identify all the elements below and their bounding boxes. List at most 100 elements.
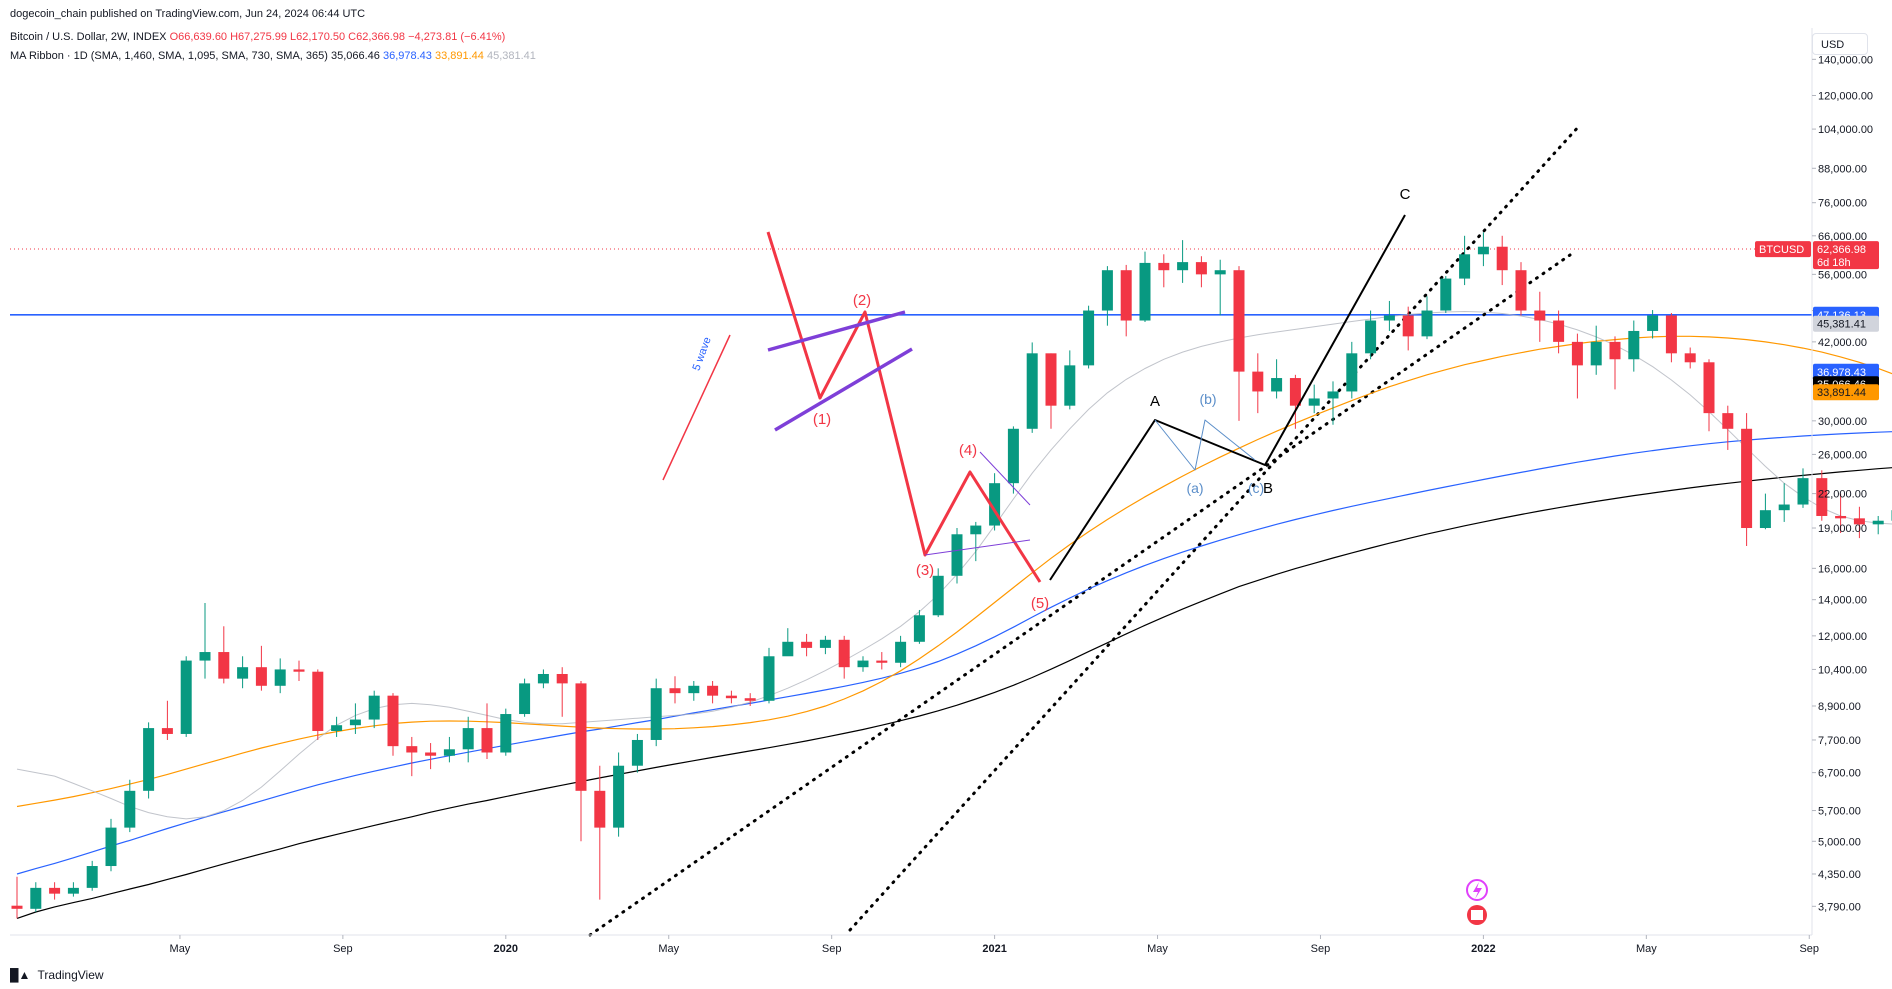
- wave-label-sub-b: (b): [1199, 391, 1216, 407]
- moving-average-layer: [16, 310, 1892, 919]
- candle-body: [1271, 378, 1283, 392]
- candle-body: [1853, 518, 1865, 525]
- y-tick-label: 5,700.00: [1818, 806, 1861, 818]
- candle-body: [1665, 315, 1677, 354]
- symbol-title: Bitcoin / U.S. Dollar, 2W, INDEX: [10, 31, 167, 43]
- y-tick-label: 120,000.00: [1818, 91, 1873, 103]
- candle-body: [819, 639, 831, 648]
- price-badge-value: 33,891.44: [1817, 387, 1866, 399]
- candle-body: [368, 695, 380, 720]
- y-tick-label: 56,000.00: [1818, 269, 1867, 281]
- wedge-lower-line: [774, 347, 913, 432]
- candle-body: [725, 695, 737, 699]
- y-tick-label: 140,000.00: [1818, 54, 1873, 66]
- wave-label-2: (2): [853, 292, 871, 309]
- price-badge-countdown: 6d 18h: [1817, 257, 1851, 269]
- candle-body: [1252, 371, 1264, 392]
- candle-body: [1703, 362, 1715, 414]
- x-tick-label: Sep: [822, 943, 842, 955]
- y-tick-label: 3,790.00: [1818, 901, 1861, 913]
- candle-body: [989, 483, 1001, 526]
- candle-body: [1759, 510, 1771, 529]
- candle-body: [857, 660, 869, 668]
- candle-body: [1835, 515, 1847, 519]
- y-tick-label: 5,000.00: [1818, 836, 1861, 848]
- candle-body: [218, 652, 230, 679]
- candle-body: [1496, 246, 1508, 271]
- candle-body: [500, 714, 512, 753]
- x-tick-label: May: [1636, 943, 1657, 955]
- y-tick-label: 22,000.00: [1818, 489, 1867, 501]
- candle-body: [1308, 398, 1320, 406]
- candle-body: [274, 669, 286, 686]
- candle-body: [801, 641, 813, 648]
- triangle-lower-line: [924, 539, 1031, 556]
- candle-body: [876, 660, 888, 663]
- candle-body: [1477, 246, 1489, 255]
- candle-body: [312, 671, 324, 732]
- candle-body: [1571, 341, 1583, 366]
- candle-body: [1007, 428, 1019, 484]
- candle-body: [1026, 353, 1038, 429]
- lightning-icon: [1466, 879, 1488, 901]
- time-axis: May Sep 2020 May Sep 2021 May Sep 2022 May Sep: [10, 934, 1819, 955]
- abc-wave-path: [1049, 214, 1406, 581]
- candle-body: [387, 695, 399, 747]
- candle-body: [1440, 278, 1452, 311]
- candle-body: [124, 790, 136, 828]
- wave-annotations-layer: (1) (2) (3) (4) (5) A B C (a) (b) (c) 5 wave: [662, 186, 1411, 612]
- ma-value-1460: 35,066.46: [330, 50, 380, 62]
- candle-body: [86, 866, 98, 888]
- candle-body: [199, 652, 211, 661]
- candle-body: [143, 728, 155, 791]
- price-badge-value: 62,366.98: [1817, 244, 1866, 256]
- wave-label-sub-c: (c): [1248, 480, 1264, 496]
- flag-inner-icon: [1471, 910, 1483, 920]
- x-tick-label: May: [1147, 943, 1168, 955]
- candle-body: [1045, 353, 1057, 406]
- wedge-upper-line: [767, 310, 906, 352]
- candle-body: [1233, 270, 1245, 372]
- candle-body: [1101, 270, 1113, 311]
- candle-body: [1327, 391, 1339, 399]
- candle-body: [1214, 270, 1226, 275]
- candle-body: [1590, 341, 1602, 366]
- price-axis: 140,000.00 120,000.00 104,000.00 88,000.00 7…: [1811, 28, 1873, 935]
- ma-value-1095: 36,978.43: [382, 50, 432, 62]
- candle-body: [951, 534, 963, 576]
- candle-body: [913, 615, 925, 642]
- candles-layer: [11, 232, 1892, 919]
- candle-body: [406, 746, 418, 753]
- candle-body: [707, 685, 719, 696]
- candle-body: [1383, 315, 1395, 321]
- candle-body: [1722, 413, 1734, 429]
- ma-ribbon-line: MA Ribbon · 1D (SMA, 1,460, SMA, 1,095, …: [10, 50, 536, 62]
- candle-body: [1741, 428, 1753, 529]
- wave-impulse-line: [662, 334, 731, 481]
- icon-layer: [1466, 879, 1488, 925]
- candle-body: [1083, 310, 1095, 366]
- symbol-badge-label: BTCUSD: [1759, 244, 1804, 256]
- symbol-line: Bitcoin / U.S. Dollar, 2W, INDEX O66,639…: [10, 31, 505, 43]
- candle-body: [1402, 315, 1414, 337]
- y-tick-label: 7,700.00: [1818, 735, 1861, 747]
- ma-value-365: 45,381.41: [486, 50, 536, 62]
- abc-sub-wave: [1154, 419, 1256, 471]
- candle-body: [1064, 365, 1076, 406]
- candle-body: [763, 656, 775, 701]
- candle-body: [613, 765, 625, 828]
- candle-body: [349, 719, 361, 726]
- candle-body: [1609, 341, 1621, 360]
- candle-body: [1816, 478, 1828, 516]
- candle-body: [11, 905, 23, 909]
- candle-body: [631, 739, 643, 766]
- candle-body: [537, 673, 549, 684]
- candle-body: [1778, 504, 1790, 511]
- candle-body: [1421, 310, 1433, 337]
- candle-body: [237, 667, 249, 679]
- trendline-steep: [848, 123, 1582, 932]
- x-tick-label: 2021: [982, 943, 1006, 955]
- y-tick-label: 16,000.00: [1818, 563, 1867, 575]
